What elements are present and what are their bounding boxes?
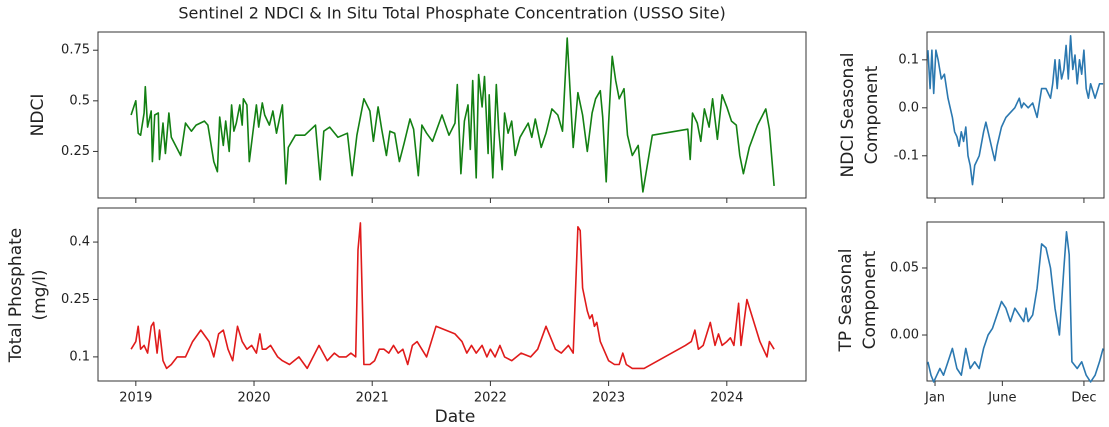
x-tick-label: 2021 xyxy=(356,391,389,406)
data-line xyxy=(927,231,1104,383)
data-line xyxy=(130,37,775,193)
y-tick-label: 0.00 xyxy=(890,328,919,343)
y-tick-label: 0.0 xyxy=(898,100,919,115)
y-axis-label: (mg/l) xyxy=(30,269,50,320)
y-tick-label: 0.25 xyxy=(61,292,90,307)
y-tick-label: 0.75 xyxy=(61,43,90,58)
x-tick-label: 2019 xyxy=(119,391,152,406)
axes-frame xyxy=(926,31,1105,199)
y-axis-label: TP Seasonal xyxy=(836,249,856,353)
y-tick-label: -0.1 xyxy=(894,148,919,163)
x-tick-label: 2020 xyxy=(237,391,270,406)
y-axis-label: Component xyxy=(862,65,882,164)
axes-frame xyxy=(97,207,807,382)
y-tick-label: 0.5 xyxy=(69,93,90,108)
y-tick-label: 0.05 xyxy=(890,260,919,275)
axes-frame xyxy=(97,31,807,199)
x-tick-label: 2024 xyxy=(710,391,743,406)
axes-frame xyxy=(926,221,1105,382)
x-tick-label: 2023 xyxy=(592,391,625,406)
y-tick-label: 0.1 xyxy=(898,52,919,67)
x-tick-label: Jan xyxy=(924,391,945,406)
y-axis-label: Total Phosphate xyxy=(6,228,26,364)
y-axis-label: Component xyxy=(860,250,880,349)
y-axis-label: NDCI xyxy=(28,94,48,137)
y-tick-label: 0.25 xyxy=(61,144,90,159)
x-tick-label: Dec xyxy=(1071,391,1096,406)
x-axis-label: Date xyxy=(435,407,476,427)
y-axis-label: NDCI Seasonal xyxy=(838,53,858,178)
y-tick-label: 0.4 xyxy=(69,235,90,250)
data-line xyxy=(130,222,775,370)
x-tick-label: 2022 xyxy=(474,391,507,406)
chart-title: Sentinel 2 NDCI & In Situ Total Phosphat… xyxy=(178,4,725,23)
data-line xyxy=(927,35,1104,186)
x-tick-label: June xyxy=(987,391,1016,406)
y-tick-label: 0.1 xyxy=(69,349,90,364)
